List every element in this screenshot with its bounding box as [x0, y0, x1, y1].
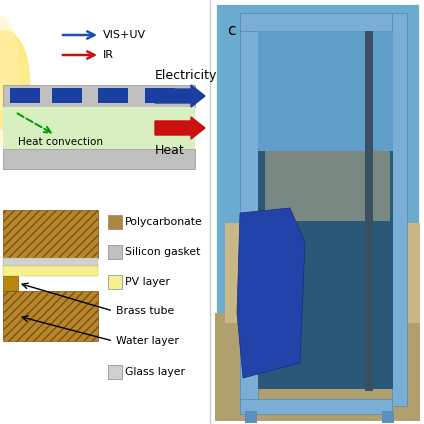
Bar	[375, 233, 395, 263]
Polygon shape	[237, 208, 305, 378]
Text: VIS+UV: VIS+UV	[103, 30, 146, 40]
Bar	[345, 233, 365, 263]
Bar	[3, 266, 98, 276]
Bar	[215, 3, 420, 421]
Bar	[245, 233, 265, 263]
Bar	[265, 151, 390, 221]
Bar	[225, 223, 420, 323]
Bar	[3, 85, 195, 107]
Text: Brass tube: Brass tube	[116, 306, 174, 316]
Bar	[3, 107, 195, 149]
Bar	[275, 233, 295, 263]
Bar	[3, 210, 98, 258]
Text: Heat convection: Heat convection	[18, 137, 103, 147]
Bar	[3, 276, 18, 291]
Bar	[258, 31, 393, 389]
Bar	[215, 313, 420, 421]
Text: IR: IR	[103, 50, 114, 60]
Bar	[240, 13, 258, 406]
Bar	[392, 13, 407, 406]
Bar	[108, 275, 122, 289]
Ellipse shape	[0, 15, 20, 145]
Bar	[215, 3, 420, 421]
Bar	[3, 149, 195, 169]
Bar	[98, 88, 128, 103]
Bar	[3, 258, 98, 266]
Bar	[305, 233, 325, 263]
Bar	[10, 88, 40, 103]
Text: Glass layer: Glass layer	[125, 367, 185, 377]
Text: Electricity: Electricity	[155, 69, 218, 82]
Text: PV layer: PV layer	[125, 277, 170, 287]
Bar	[258, 31, 393, 151]
Bar	[0, 0, 210, 424]
Bar	[108, 215, 122, 229]
Bar	[382, 411, 394, 423]
Text: c: c	[227, 23, 235, 38]
Ellipse shape	[0, 30, 30, 130]
Bar	[240, 399, 392, 414]
FancyArrow shape	[155, 117, 205, 139]
Text: Polycarbonate: Polycarbonate	[125, 217, 203, 227]
Bar	[108, 245, 122, 259]
Bar	[108, 365, 122, 379]
Bar	[245, 411, 257, 423]
Text: Heat: Heat	[155, 144, 185, 157]
Bar	[145, 88, 175, 103]
Bar	[365, 31, 373, 391]
Bar	[3, 291, 98, 341]
Bar	[240, 13, 392, 31]
Text: Silicon gasket: Silicon gasket	[125, 247, 201, 257]
Bar	[52, 88, 82, 103]
FancyArrow shape	[155, 85, 205, 107]
Text: Water layer: Water layer	[116, 336, 179, 346]
